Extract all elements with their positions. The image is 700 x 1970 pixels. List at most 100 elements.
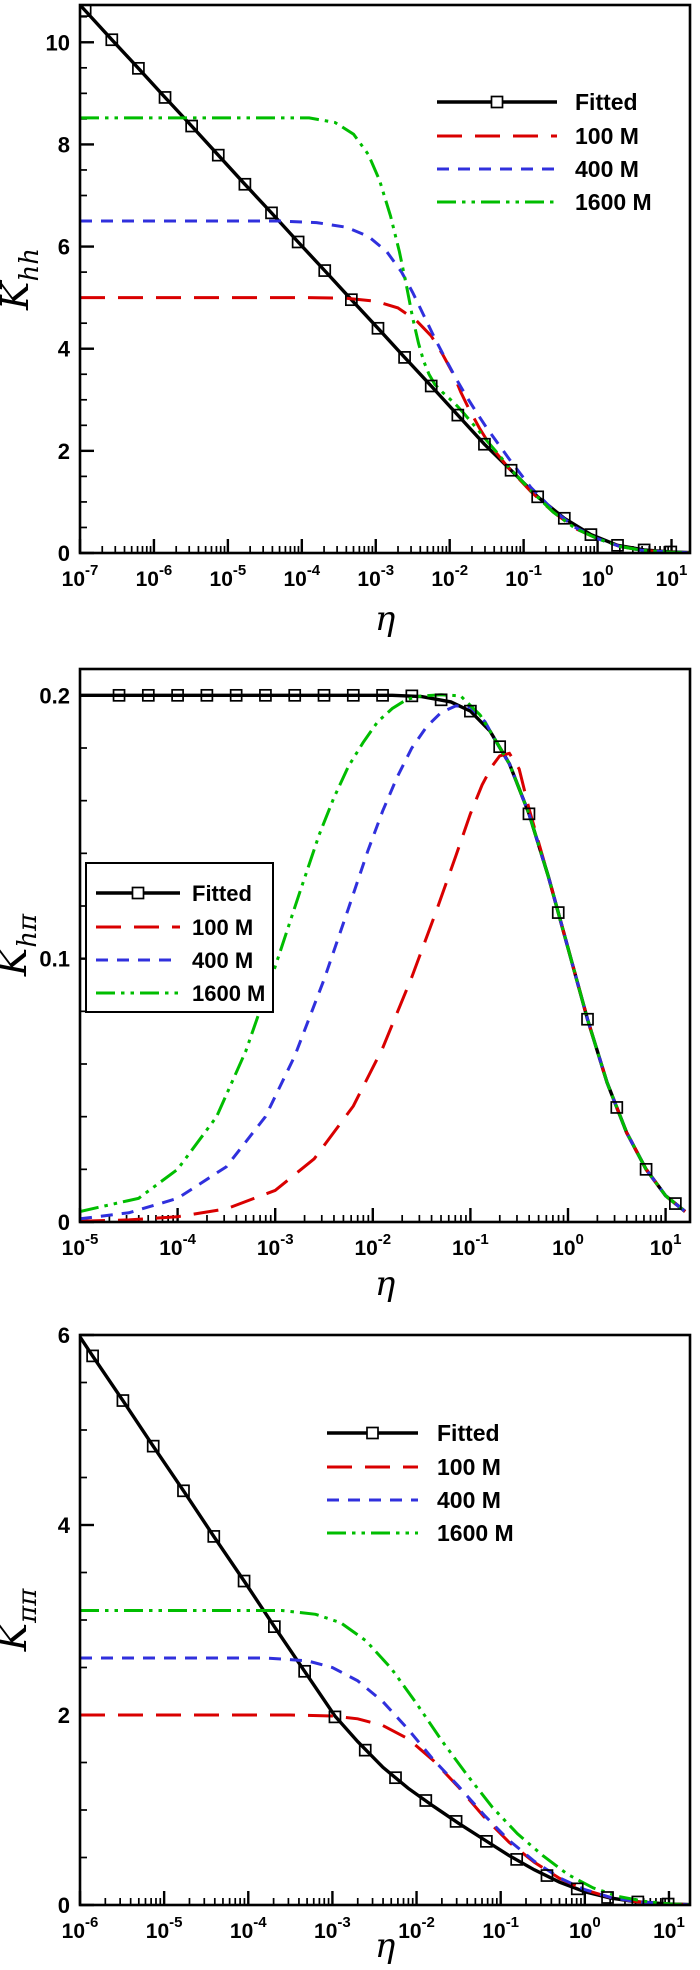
square-marker [238,177,252,191]
x-tick-label: 10-4 [159,1231,196,1260]
y-axis-label: Khh [0,248,45,311]
series-fitted [80,5,690,553]
series-group [80,5,690,553]
square-marker [318,264,332,277]
square-marker [317,688,331,702]
square-marker [449,1815,463,1828]
legend-label: 400 M [192,948,253,973]
square-marker [551,906,565,919]
y-tick-label: 6 [58,235,70,260]
legend-item-m100: 100 M [96,915,253,940]
square-marker [398,351,411,364]
x-tick-label: 10-3 [257,1231,294,1260]
legend-item-m100: 100 M [327,1454,501,1480]
k-hpi-chart: 10-5 10-4 10-3 10-2 10-1 100 101 0 0.1 0.2 η Khπ Fit… [0,667,692,1304]
x-axis: 10-7 10-6 10-5 10-4 10-3 10-2 10-1 100 101 [62,539,688,591]
series-m100 [80,1713,690,1905]
square-marker [291,235,305,249]
series-fitted-markers [86,1349,675,1905]
y-tick-label: 4 [58,337,71,362]
x-tick-label: 10-2 [398,1914,435,1943]
legend-label: 100 M [192,915,253,940]
square-marker [610,1101,624,1114]
square-marker [631,1895,645,1905]
legend-item-m400: 400 M [96,948,253,973]
y-axis: 0 2 4 6 8 10 [46,15,94,566]
square-marker [141,688,155,702]
square-marker [637,543,651,553]
series-m400 [80,219,690,553]
legend-label: 100 M [437,1454,501,1480]
y-axis-label: Khπ [0,913,43,977]
square-marker [298,1664,311,1678]
x-tick-label: 101 [656,562,688,591]
legend-item-m1600: 1600 M [96,981,265,1006]
square-marker [504,463,518,477]
legend-label: Fitted [575,89,638,115]
x-tick-label: 10-1 [482,1914,519,1943]
series-m400 [80,704,687,1221]
y-tick-label: 8 [58,132,70,157]
square-marker [510,1853,524,1866]
x-tick-label: 10-7 [62,562,99,591]
legend-box [85,862,274,1013]
square-marker [611,538,624,552]
square-marker [171,688,184,702]
y-axis: 0 2 4 6 [58,1323,94,1918]
x-axis: 10-6 10-5 10-4 10-3 10-2 10-1 100 101 [62,1891,685,1943]
x-tick-label: 10-4 [230,1914,267,1943]
square-marker [434,693,448,707]
plot-frame [78,3,692,555]
square-marker [237,1574,251,1588]
square-marker [451,408,465,422]
square-marker [259,688,272,702]
square-marker [405,689,419,703]
square-marker [116,1394,130,1407]
series-group [80,1335,690,1905]
square-marker [522,807,536,821]
y-tick-label: 2 [58,1703,70,1728]
y-tick-label: 0 [58,1210,70,1235]
x-tick-label: 100 [582,562,614,591]
x-tick-label: 10-3 [357,562,394,591]
square-marker [480,1834,493,1848]
x-tick-label: 10-3 [314,1914,351,1943]
y-tick-label: 0 [58,1893,70,1918]
legend-label: 100 M [575,123,639,149]
legend: Fitted 100 M 400 M 1600 M [437,89,652,215]
plot-frame [78,667,692,1224]
x-axis: 10-5 10-4 10-3 10-2 10-1 100 101 [62,1208,681,1260]
legend-square-marker [366,1426,379,1440]
legend: Fitted 100 M 400 M 1600 M [85,862,274,1013]
square-marker [229,688,243,702]
legend-item-m100: 100 M [437,123,639,149]
square-marker [531,490,545,504]
series-m100 [80,296,690,553]
k-hh-chart: 10-7 10-6 10-5 10-4 10-3 10-2 10-1 100 101 0 2 4 6 8 1… [0,3,692,639]
square-marker [158,91,172,104]
legend-item-fitted: Fitted [437,89,638,115]
square-marker [288,688,302,702]
y-tick-label: 0 [58,541,70,566]
legend-item-m400: 400 M [327,1487,501,1513]
series-group [80,688,687,1222]
square-marker [376,688,389,702]
series-m1600 [80,116,690,553]
legend-item-fitted: Fitted [327,1420,500,1446]
legend-item-fitted: Fitted [96,881,252,906]
square-marker [132,61,145,75]
series-fitted [80,1335,690,1905]
square-marker [200,688,214,702]
x-tick-label: 101 [653,1914,685,1943]
square-marker [211,148,225,162]
series-fitted-markers [112,688,682,1210]
x-tick-label: 10-5 [210,562,247,591]
series-m100 [80,751,687,1222]
square-marker [358,1743,372,1757]
x-axis-label: η [375,1926,396,1965]
square-marker [207,1530,221,1543]
y-tick-label: 4 [58,1513,71,1538]
square-marker [464,704,477,718]
x-tick-label: 100 [552,1231,584,1260]
